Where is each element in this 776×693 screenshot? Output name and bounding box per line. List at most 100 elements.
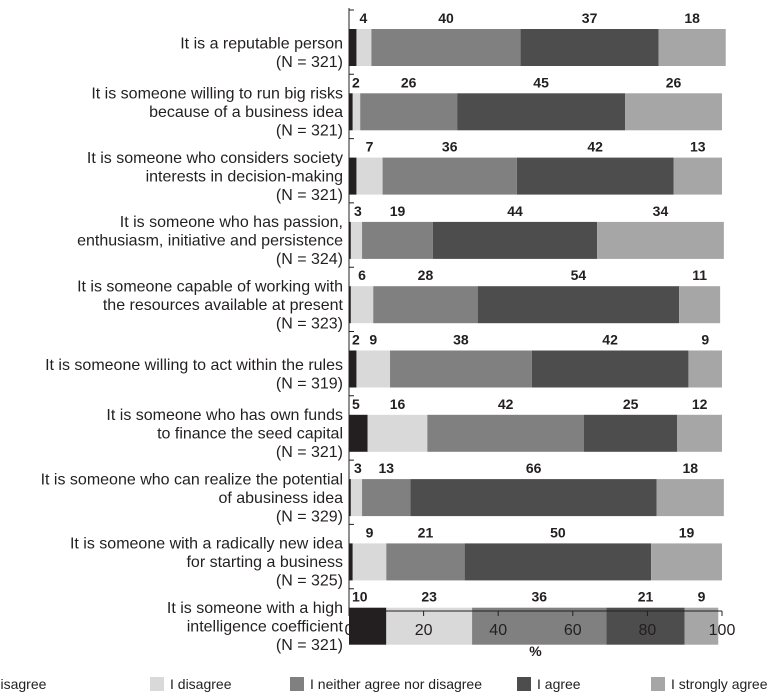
x-tick-label: 40 (489, 622, 507, 639)
category-label: It is someone who considers society (87, 150, 343, 167)
category-label: (N = 329) (276, 508, 343, 525)
data-label: 19 (390, 203, 406, 219)
category-label: It is someone who has own funds (106, 407, 343, 424)
legend-swatch (517, 677, 531, 691)
legend-label: I neither agree nor disagree (310, 676, 482, 692)
category-label: (N = 321) (276, 123, 343, 140)
data-label: 11 (692, 267, 707, 283)
data-label: 18 (683, 460, 699, 476)
category-labels-layer: It is a reputable person (N = 321) It is s… (41, 36, 344, 654)
category-label: It is someone who has passion, (120, 214, 343, 231)
category-label: It is someone willing to run big risks (91, 86, 343, 103)
legend: I strongly disagree I disagree I neither a… (0, 676, 768, 692)
data-label: 21 (638, 589, 654, 605)
category-label: It is someone capable of working with (77, 278, 343, 295)
legend-label: I strongly disagree (0, 676, 47, 692)
data-label: 18 (684, 10, 700, 26)
bar-segment (427, 414, 584, 452)
bar-segment (349, 93, 353, 131)
category-label: of abusiness idea (218, 490, 343, 507)
data-label: 2 (352, 74, 360, 90)
data-label: 4 (360, 10, 368, 26)
data-label: 25 (623, 396, 639, 412)
bar-segment (362, 221, 433, 259)
category-label: interests in decision-making (146, 168, 343, 185)
bar-segment (349, 221, 351, 259)
bar-segment (472, 607, 607, 645)
category-label: (N = 321) (276, 637, 343, 654)
row-bracket (348, 266, 354, 275)
data-label: 45 (533, 74, 549, 90)
data-label: 2 (352, 332, 360, 348)
category-label: (N = 319) (276, 376, 343, 393)
data-label: 40 (438, 10, 454, 26)
bar-segment (349, 157, 357, 195)
bar-segment (356, 29, 372, 66)
data-label: 37 (582, 10, 598, 26)
data-label: 34 (653, 203, 669, 219)
bar-segment (516, 157, 674, 195)
category-label: to finance the seed capital (157, 426, 343, 443)
data-label: 38 (453, 332, 469, 348)
bar-segment (349, 350, 357, 388)
data-label: 5 (352, 396, 360, 412)
category-label: (N = 325) (276, 573, 343, 590)
category-label: It is a reputable person (180, 36, 343, 53)
bar-segment (673, 157, 722, 195)
bar-segment (356, 350, 391, 388)
row-bracket (348, 523, 354, 532)
bar-segment (583, 414, 678, 452)
data-label: 19 (679, 524, 695, 540)
bar-segment (352, 543, 387, 581)
category-label: the resources available at present (103, 297, 344, 314)
data-label: 23 (421, 589, 437, 605)
bar-segment (679, 286, 721, 324)
x-tick-label: 80 (639, 622, 657, 639)
bar-segment (606, 607, 685, 645)
bar-segment (386, 607, 473, 645)
data-label: 9 (369, 332, 377, 348)
x-tick-label: 20 (415, 622, 433, 639)
category-label: (N = 321) (276, 444, 343, 461)
x-tick-label: 0 (345, 622, 354, 639)
bar-segment (349, 286, 351, 324)
data-label: 36 (442, 139, 458, 155)
category-label: (N = 324) (276, 251, 343, 268)
data-label: 13 (379, 460, 395, 476)
bar-segment (349, 607, 387, 645)
category-label: It is someone with a radically new idea (70, 536, 343, 553)
x-axis: 0 20 40 60 80 100% (345, 8, 736, 659)
bar-segment (457, 93, 626, 131)
data-label: 9 (701, 332, 709, 348)
x-tick-label: 100 (709, 622, 736, 639)
bar-segment (390, 350, 532, 388)
data-label: 16 (390, 396, 406, 412)
category-label: It is someone with a high (167, 600, 343, 617)
legend-label: I disagree (170, 676, 232, 692)
bar-segment (651, 543, 722, 581)
bar-segment (360, 93, 458, 131)
bar-segment (520, 29, 659, 66)
bar-segment (349, 479, 351, 517)
bar-segment (356, 157, 383, 195)
category-label: (N = 323) (276, 315, 343, 332)
bar-segment (352, 93, 361, 131)
data-label: 26 (666, 74, 682, 90)
legend-label: I agree (537, 676, 581, 692)
row-bracket (348, 138, 354, 146)
bar-segment (684, 607, 719, 645)
data-label: 13 (690, 139, 706, 155)
bar-segment (373, 286, 478, 324)
category-label: for starting a business (186, 554, 343, 571)
data-label: 26 (401, 74, 417, 90)
category-label: intelligence coefficient (187, 618, 344, 635)
bar-segment (371, 29, 521, 66)
data-label: 42 (602, 332, 618, 348)
data-label: 9 (366, 524, 374, 540)
bar-segment (656, 479, 724, 517)
data-label: 7 (366, 139, 374, 155)
bar-segment (410, 479, 657, 517)
bar-segment (597, 221, 724, 259)
category-label: It is someone who can realize the potent… (41, 471, 343, 488)
